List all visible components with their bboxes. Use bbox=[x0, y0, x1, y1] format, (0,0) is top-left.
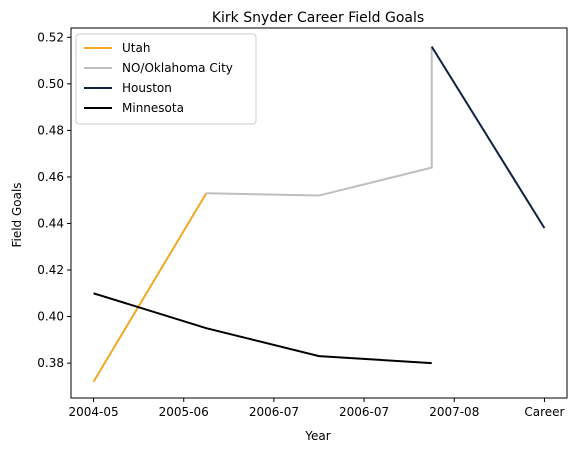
series-line-1 bbox=[206, 46, 433, 197]
x-axis: 2004-05 2005-06 2006-07 2006-07 2007-08 Caree… bbox=[68, 398, 565, 419]
y-tick-label: 0.42 bbox=[37, 263, 64, 277]
y-tick-label: 0.50 bbox=[37, 77, 64, 91]
legend-label: NO/Oklahoma City bbox=[122, 61, 233, 75]
series-line-3 bbox=[93, 292, 432, 365]
legend-box bbox=[75, 33, 257, 125]
x-tick-label: 2007-08 bbox=[429, 405, 479, 419]
y-tick-label: 0.38 bbox=[37, 356, 64, 370]
x-tick-label: 2006-07 bbox=[339, 405, 389, 419]
y-axis: 0.38 0.40 0.42 0.44 0.46 0.48 0.50 0.52 bbox=[37, 30, 71, 370]
chart-title: Kirk Snyder Career Field Goals bbox=[212, 10, 424, 26]
series-line-0 bbox=[92, 192, 208, 383]
y-tick-label: 0.40 bbox=[37, 310, 64, 324]
x-tick-label: 2005-06 bbox=[159, 405, 209, 419]
legend: Utah NO/Oklahoma City Houston Minnesota bbox=[75, 33, 257, 125]
series-line-2 bbox=[430, 46, 546, 229]
legend-label: Minnesota bbox=[122, 101, 184, 115]
x-tick-label: 2004-05 bbox=[68, 405, 118, 419]
plot-frame bbox=[70, 27, 568, 399]
x-tick-label: Career bbox=[524, 405, 564, 419]
x-axis-label: Year bbox=[304, 429, 330, 443]
legend-label: Utah bbox=[122, 41, 150, 55]
y-tick-label: 0.48 bbox=[37, 123, 64, 137]
y-tick-label: 0.44 bbox=[37, 216, 64, 230]
y-tick-label: 0.46 bbox=[37, 170, 64, 184]
y-axis-label: Field Goals bbox=[10, 182, 24, 247]
y-tick-label: 0.52 bbox=[37, 30, 64, 44]
x-tick-label: 2006-07 bbox=[249, 405, 299, 419]
legend-label: Houston bbox=[122, 81, 172, 95]
plot-marks bbox=[92, 46, 546, 383]
